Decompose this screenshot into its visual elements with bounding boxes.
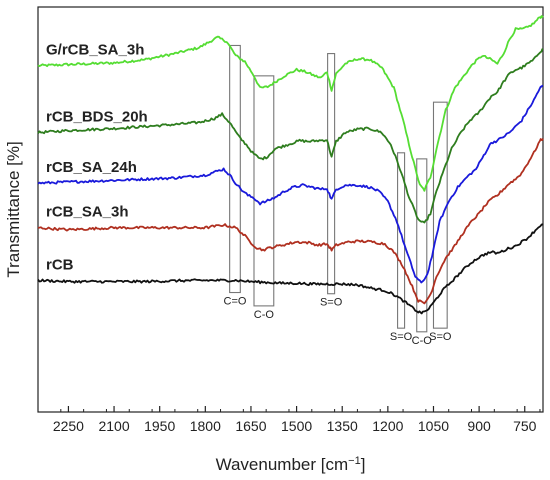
annotation-c-o-0: C=O: [224, 44, 247, 308]
series-line-g-rcb-sa-3h: [37, 15, 544, 192]
annotation-box: [229, 44, 241, 294]
x-tick-label-1650: 1650: [235, 418, 266, 434]
x-tick-label-1350: 1350: [327, 418, 358, 434]
annotation-label: C-O: [412, 335, 433, 347]
annotation-c-o-4: C-O: [412, 158, 433, 347]
annotation-label: S=O: [320, 297, 343, 309]
series-label-g-rcb-sa-3h: G/rCB_SA_3h: [46, 42, 144, 59]
series-line-rcb-bds-20h: [37, 48, 544, 224]
x-tick-label-1200: 1200: [372, 418, 403, 434]
series-line-rcb: [37, 223, 544, 315]
plot-frame: [37, 6, 544, 413]
series-label-rcb-sa-24h: rCB_SA_24h: [46, 159, 137, 176]
series-labels: G/rCB_SA_3h rCB_BDS_20h rCB_SA_24h rCB_SA_3…: [46, 42, 148, 274]
x-axis-title-superscript: −1: [348, 455, 361, 467]
series-line-rcb-sa-24h: [37, 84, 544, 284]
series-line-rcb-sa-3h: [37, 138, 544, 305]
x-tick-label-900: 900: [467, 418, 491, 434]
x-tick-label-1050: 1050: [418, 418, 449, 434]
annotation-boxes: C=OC-OS=OS=O C-OS=O: [224, 44, 452, 347]
x-tick-label-1500: 1500: [281, 418, 312, 434]
annotation-label: C-O: [254, 309, 275, 321]
x-axis-title: Wavenumber [cm−1]: [216, 455, 366, 474]
x-tick-label-1950: 1950: [144, 418, 175, 434]
annotation-box: [253, 75, 275, 307]
x-axis-title-text: Wavenumber [cm: [216, 455, 349, 474]
annotation-box: [397, 152, 406, 329]
annotation-label: S=O: [429, 331, 452, 343]
annotation-box: [432, 101, 448, 329]
annotation-box: [416, 158, 428, 333]
annotation-s-o-5: S=O: [429, 101, 452, 343]
x-tick-label-2100: 2100: [98, 418, 129, 434]
annotation-label: S=O: [390, 331, 413, 343]
annotation-box: [327, 53, 336, 295]
x-axis-title-close: ]: [361, 455, 366, 474]
x-tick-label-1800: 1800: [190, 418, 221, 434]
series-label-rcb: rCB: [46, 256, 74, 273]
annotation-s-o-2: S=O: [320, 53, 343, 309]
series-label-rcb-bds-20h: rCB_BDS_20h: [46, 109, 148, 126]
annotation-label: C=O: [224, 296, 247, 308]
annotation-c-o-1: C-O: [253, 75, 275, 321]
y-axis-title: Transmittance [%]: [4, 141, 23, 277]
series-lines: [37, 15, 544, 315]
annotation-s-o-3: S=O: [390, 152, 413, 343]
x-tick-label-2250: 2250: [53, 418, 84, 434]
series-label-rcb-sa-3h: rCB_SA_3h: [46, 204, 129, 221]
x-tick-label-750: 750: [513, 418, 537, 434]
x-axis: 2250 2100 1950 1800 1650 1500 1350 1200 1050 900 7…: [37, 406, 541, 434]
